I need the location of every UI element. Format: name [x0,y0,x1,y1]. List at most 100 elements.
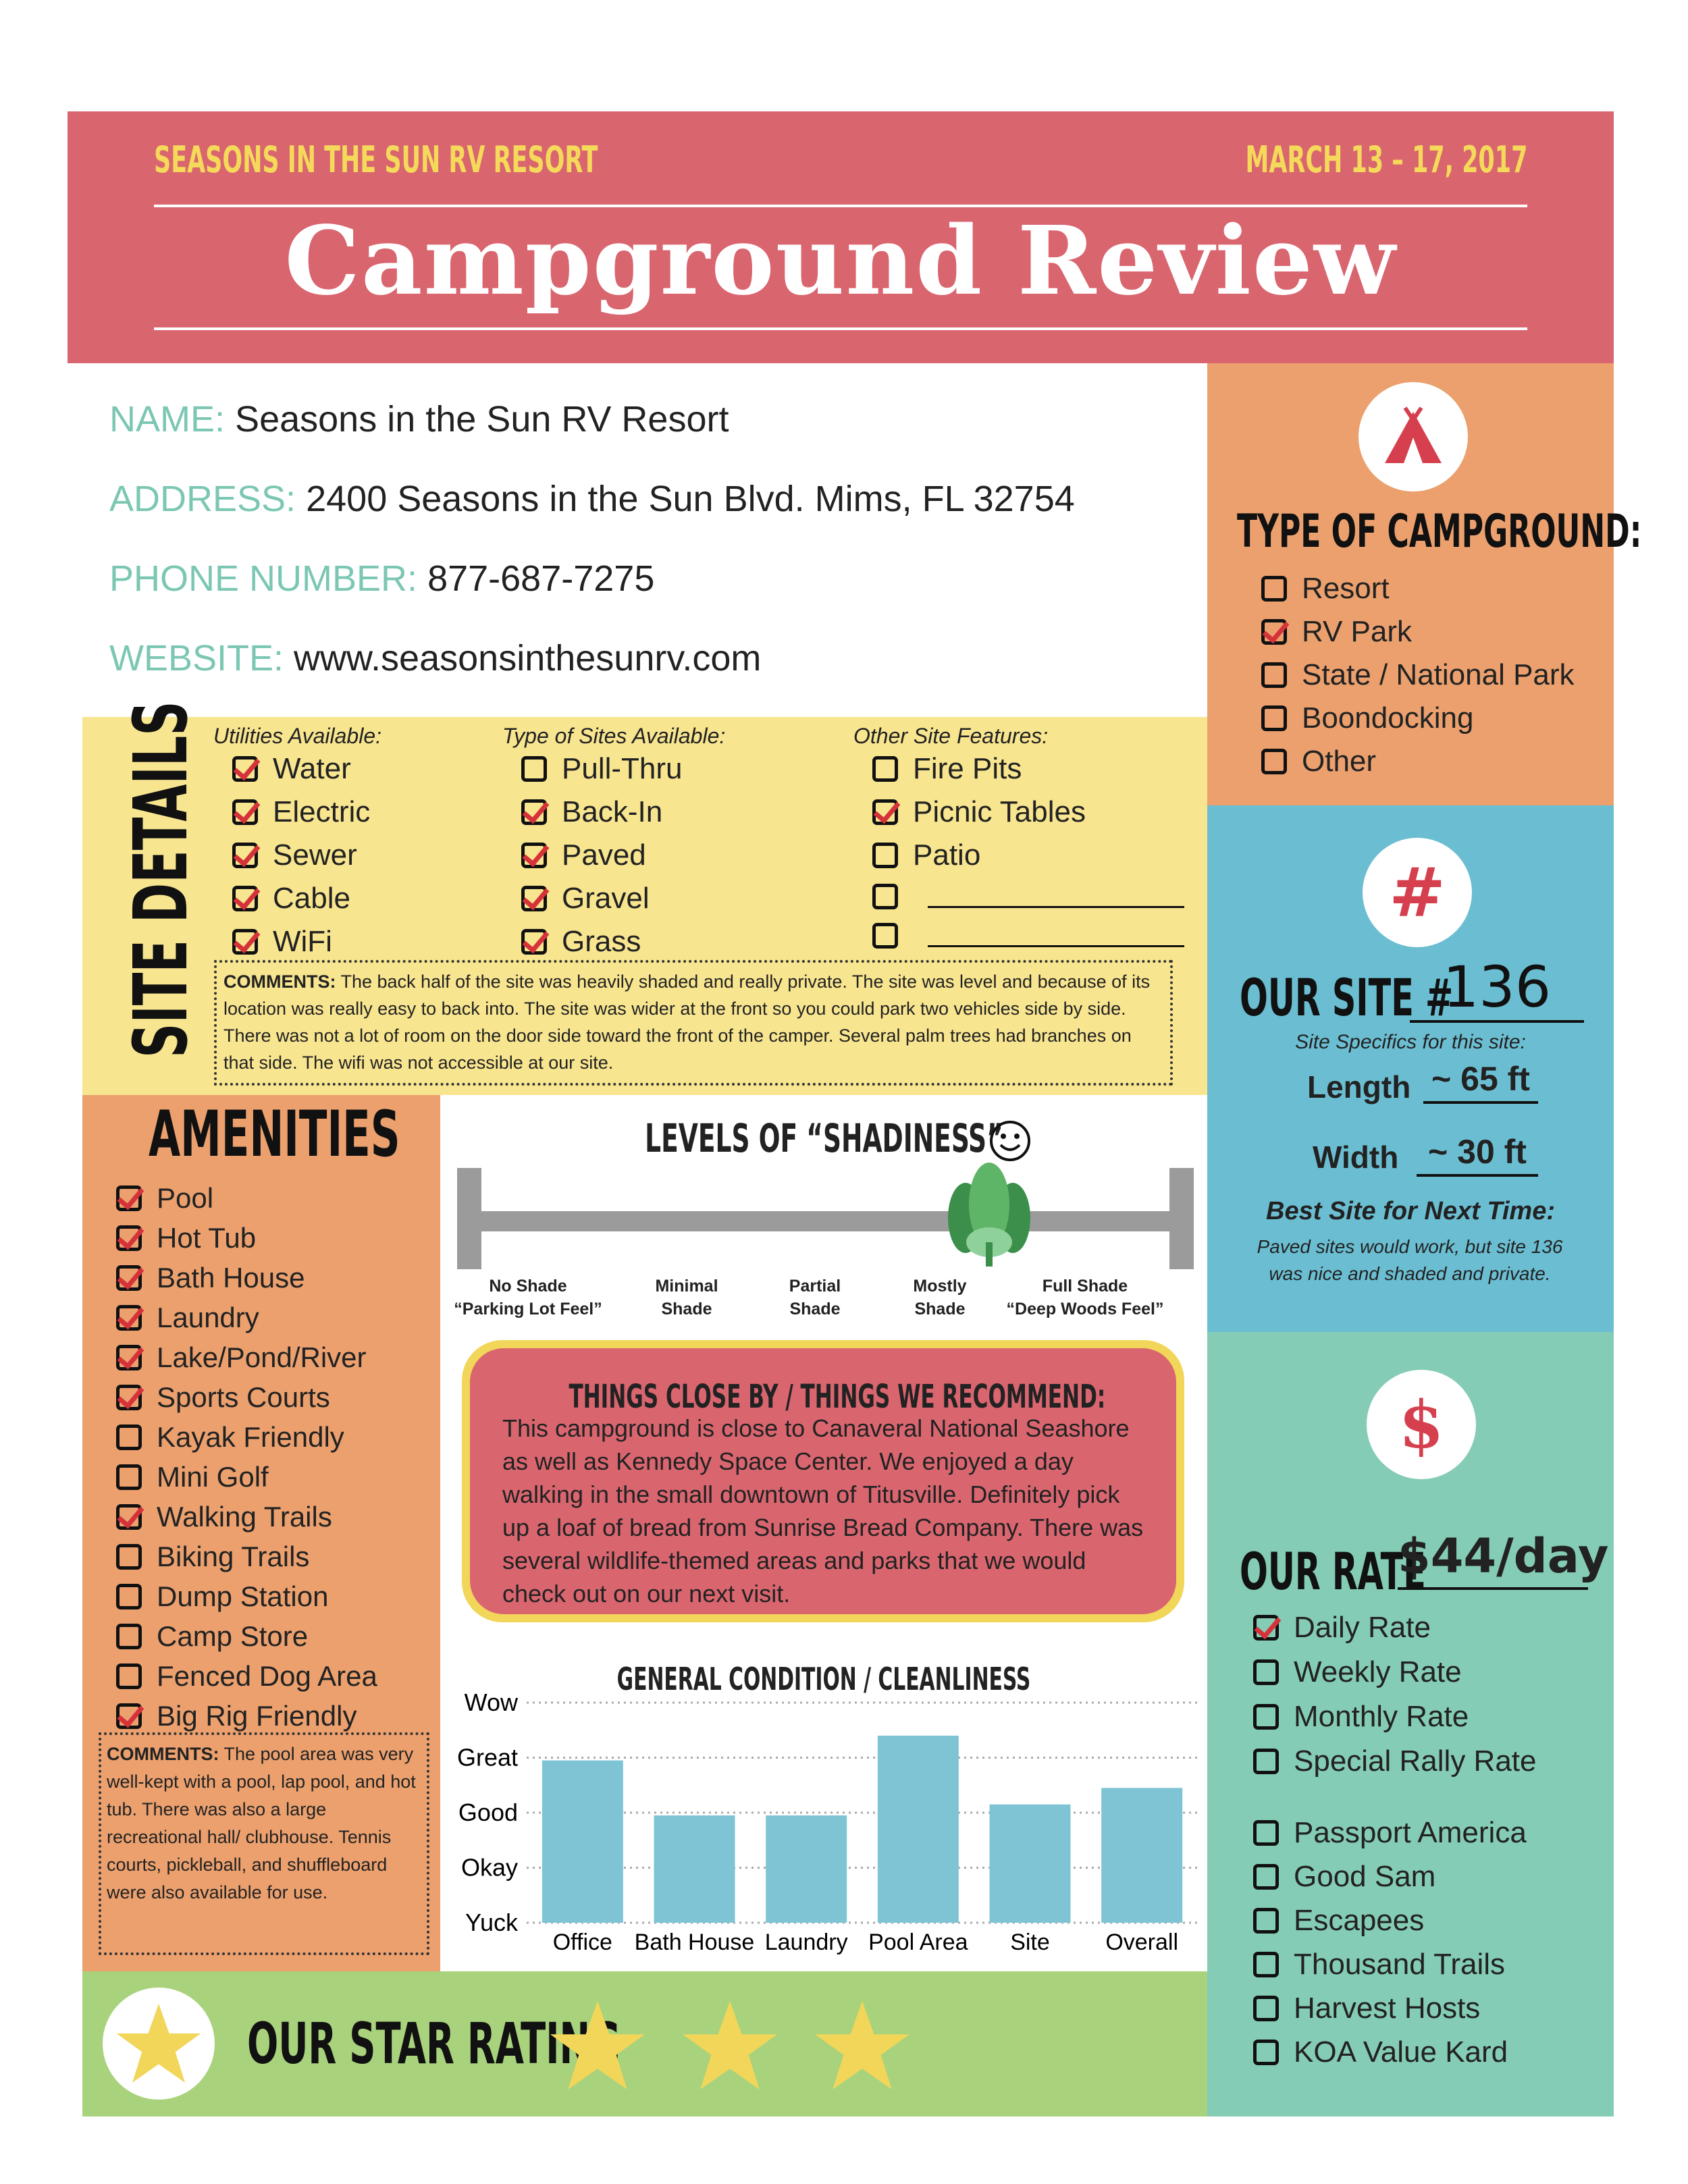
checkbox[interactable] [1253,1615,1279,1641]
checkbox[interactable] [116,1504,142,1530]
checkbox[interactable] [116,1345,142,1370]
checkbox-label: Sports Courts [157,1381,330,1413]
checkbox-item[interactable]: State / National Park [1261,660,1575,690]
checkbox[interactable] [521,799,547,825]
checkbox-item[interactable]: Bath House [116,1264,377,1292]
checkbox[interactable] [872,923,898,949]
checkbox[interactable] [1253,1749,1279,1774]
checkbox[interactable] [1253,1908,1279,1934]
checkbox[interactable] [1261,749,1287,774]
checkbox[interactable] [232,756,258,782]
our-site-panel: # OUR SITE # 136 Site Specifics for this… [1207,805,1614,1332]
checkbox-label: Other [1302,745,1377,778]
checkbox[interactable] [872,843,898,868]
checkbox[interactable] [116,1624,142,1649]
checkbox-item[interactable]: Hot Tub [116,1224,377,1252]
checkbox[interactable] [521,843,547,868]
checkbox-item[interactable]: Big Rig Friendly [116,1702,377,1730]
checkbox-item[interactable]: Sports Courts [116,1383,377,1412]
checkbox[interactable] [1253,1820,1279,1846]
checkbox-item[interactable]: Camp Store [116,1622,377,1651]
checkbox-item[interactable]: Patio [872,841,1184,870]
checkbox[interactable] [521,756,547,782]
shade-label: Full Shade “Deep Woods Feel” [984,1275,1186,1321]
checkbox-item[interactable]: Walking Trails [116,1503,377,1531]
checkbox-item[interactable]: Lake/Pond/River [116,1343,377,1372]
site-column: Type of Sites Available: Pull-Thru Back-In… [502,724,725,957]
checkbox-item[interactable]: Gravel [521,884,725,913]
checkbox[interactable] [232,843,258,868]
checkbox-item[interactable] [872,923,1184,949]
checkbox[interactable] [116,1225,142,1251]
x-tick-label: Pool Area [868,1929,968,1955]
checkbox[interactable] [872,756,898,782]
checkbox[interactable] [116,1544,142,1570]
checkbox-item[interactable]: Kayak Friendly [116,1423,377,1451]
checkbox-item[interactable]: Harvest Hosts [1253,1994,1527,2023]
checkbox-item[interactable]: Grass [521,927,725,957]
info-value: 877-687-7275 [427,558,655,599]
checkbox-item[interactable]: Pool [116,1184,377,1213]
checkbox-item[interactable]: KOA Value Kard [1253,2037,1527,2067]
checkbox[interactable] [1253,1952,1279,1977]
checkbox[interactable] [232,799,258,825]
checkbox-item[interactable]: Sewer [232,841,381,870]
checkbox-item[interactable]: Passport America [1253,1818,1527,1848]
checkbox[interactable] [872,799,898,825]
checkbox-item[interactable]: Paved [521,841,725,870]
checkbox-item[interactable]: Daily Rate [1253,1613,1537,1643]
checkbox[interactable] [116,1305,142,1331]
checkbox-item[interactable]: Picnic Tables [872,797,1184,827]
checkbox[interactable] [232,886,258,911]
checkbox-item[interactable]: Other [1261,747,1575,776]
checkbox-item[interactable]: Monthly Rate [1253,1702,1537,1732]
checkbox-item[interactable]: Laundry [116,1304,377,1332]
checkbox[interactable] [1261,576,1287,602]
checkbox[interactable] [1253,1659,1279,1685]
checkbox[interactable] [232,929,258,955]
checkbox-item[interactable]: Back-In [521,797,725,827]
checkbox-label: Patio [913,838,981,872]
checkbox[interactable] [116,1186,142,1211]
checkbox[interactable] [1261,705,1287,731]
checkbox-item[interactable]: Dump Station [116,1582,377,1611]
checkbox-item[interactable]: Biking Trails [116,1543,377,1571]
blank-line[interactable] [928,924,1184,947]
checkbox-item[interactable]: Weekly Rate [1253,1657,1537,1687]
checkbox[interactable] [1253,1864,1279,1890]
things-inner: THINGS CLOSE BY / THINGS WE RECOMMEND: T… [470,1348,1176,1614]
checkbox-item[interactable]: Good Sam [1253,1862,1527,1892]
checkbox-item[interactable]: Cable [232,884,381,913]
checkbox-item[interactable] [872,884,1184,909]
checkbox-item[interactable]: Special Rally Rate [1253,1747,1537,1776]
checkbox[interactable] [872,884,898,909]
checkbox-item[interactable]: Mini Golf [116,1463,377,1491]
checkbox[interactable] [116,1424,142,1450]
checkbox[interactable] [521,929,547,955]
checkbox-item[interactable]: Resort [1261,574,1575,604]
checkbox-item[interactable]: Fenced Dog Area [116,1662,377,1690]
checkbox-item[interactable]: WiFi [232,927,381,957]
checkbox-item[interactable]: Electric [232,797,381,827]
checkbox-item[interactable]: Escapees [1253,1906,1527,1936]
checkbox-item[interactable]: RV Park [1261,617,1575,647]
checkbox-item[interactable]: Water [232,754,381,784]
checkbox-item[interactable]: Pull-Thru [521,754,725,784]
checkbox-item[interactable]: Fire Pits [872,754,1184,784]
checkbox[interactable] [116,1464,142,1490]
checkbox[interactable] [521,886,547,911]
checkbox-item[interactable]: Thousand Trails [1253,1950,1527,1979]
review-dates: MARCH 13 – 17, 2017 [1245,138,1527,181]
blank-line[interactable] [928,885,1184,908]
checkbox[interactable] [1261,619,1287,645]
checkbox[interactable] [1253,2040,1279,2065]
checkbox-item[interactable]: Boondocking [1261,703,1575,733]
checkbox[interactable] [1253,1996,1279,2021]
checkbox[interactable] [116,1385,142,1410]
checkbox[interactable] [1253,1704,1279,1730]
checkbox[interactable] [1261,662,1287,688]
checkbox[interactable] [116,1663,142,1689]
checkbox[interactable] [116,1703,142,1729]
checkbox[interactable] [116,1265,142,1291]
checkbox[interactable] [116,1584,142,1609]
